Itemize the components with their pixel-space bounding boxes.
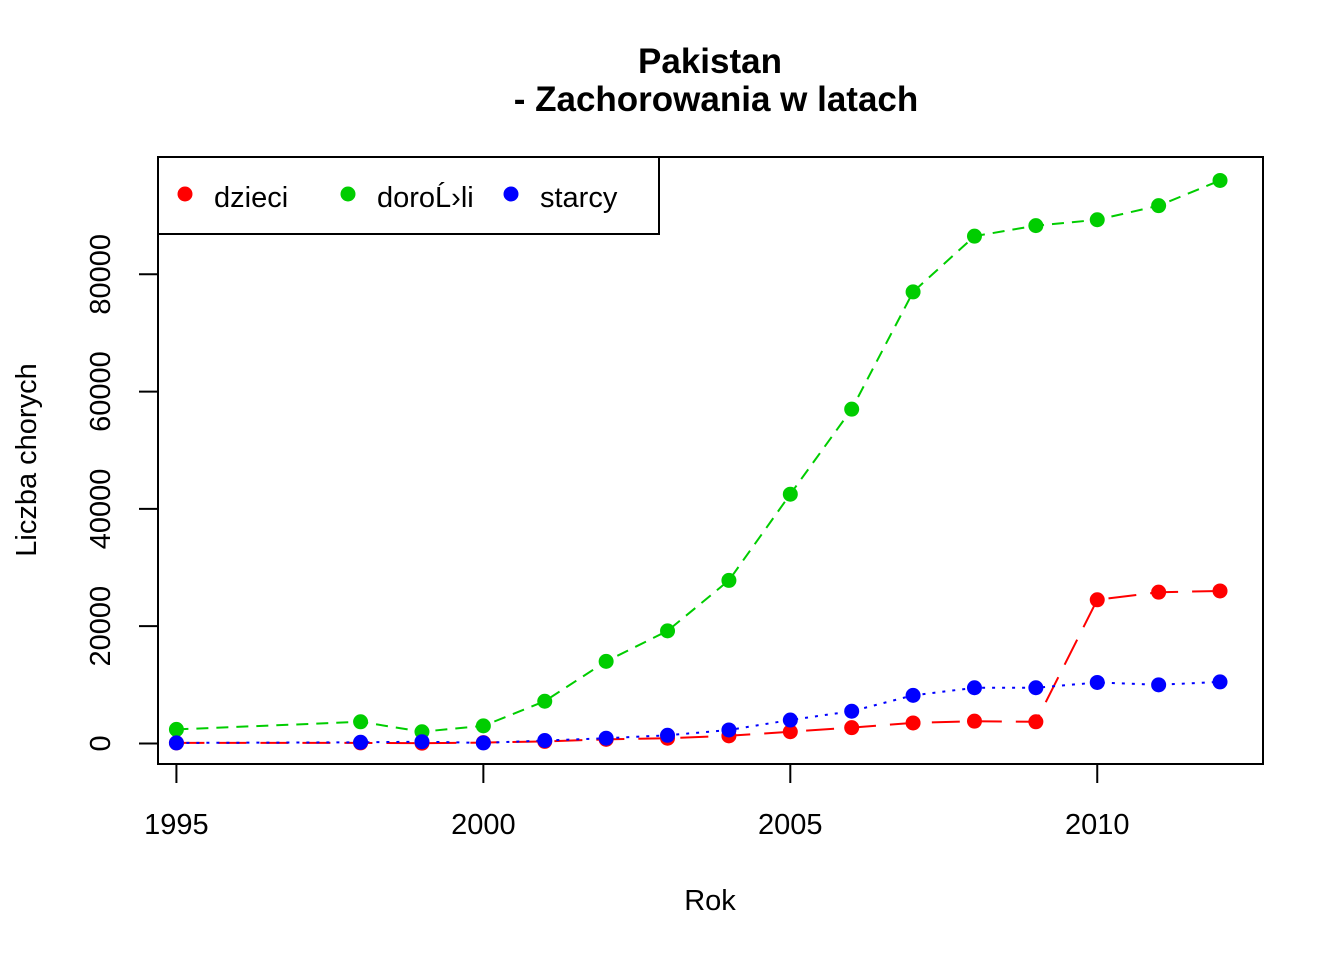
data-point-dorosli [353,714,369,730]
data-point-dzieci [966,713,982,729]
data-point-starcy [1089,674,1105,690]
data-point-starcy [598,730,614,746]
data-point-dzieci [1028,714,1044,730]
legend: dzieci doroĹ›li starcy [157,156,660,235]
series-line-dorosli [176,179,1221,733]
legend-marker [340,186,356,202]
data-point-dorosli [966,228,982,244]
x-axis: 1995 2000 2005 2010 [144,763,1130,841]
data-point-dorosli [844,401,860,417]
data-point-dorosli [537,693,553,709]
data-point-dzieci [1212,583,1228,599]
data-point-dorosli [721,572,737,588]
legend-marker [177,186,193,202]
data-point-starcy [1212,674,1228,690]
data-point-dzieci [1151,584,1167,600]
data-point-dzieci [1089,592,1105,608]
data-point-dorosli [1151,198,1167,214]
y-tick-label: 0 [85,735,117,751]
x-tick-label: 1995 [144,809,209,841]
series-points [168,172,1228,751]
x-tick-label: 2000 [451,809,516,841]
x-axis-title: Rok [684,885,736,917]
chart-title-line-1: Pakistan [638,42,782,81]
data-point-starcy [1151,677,1167,693]
data-point-dorosli [598,653,614,669]
data-point-starcy [966,680,982,696]
y-tick-label: 60000 [85,351,117,432]
data-point-dorosli [475,718,491,734]
data-point-starcy [660,727,676,743]
data-point-dorosli [168,721,184,737]
data-point-dorosli [782,486,798,502]
legend-label: doroĹ›li [377,181,474,214]
data-point-dorosli [1089,212,1105,228]
legend-box [157,156,660,235]
data-point-starcy [844,703,860,719]
x-tick-label: 2005 [758,809,823,841]
y-tick-label: 40000 [85,469,117,550]
data-point-starcy [475,735,491,751]
data-point-starcy [414,734,430,750]
data-point-starcy [782,712,798,728]
chart-title-line-2: - Zachorowania w latach [514,80,919,119]
data-point-starcy [537,733,553,749]
data-point-dzieci [905,715,921,731]
y-axis: 0 20000 40000 60000 80000 [85,234,159,752]
y-tick-label: 80000 [85,234,117,315]
legend-marker [503,186,519,202]
y-axis-title: Liczba chorych [11,363,43,556]
data-point-starcy [721,722,737,738]
series-line-dzieci [176,590,1221,745]
x-tick-label: 2010 [1065,809,1130,841]
data-point-dorosli [1028,218,1044,234]
legend-label: dzieci [214,182,288,214]
y-tick-label: 20000 [85,586,117,667]
data-point-starcy [353,734,369,750]
data-point-dorosli [905,284,921,300]
data-point-dorosli [1212,172,1228,188]
data-point-starcy [1028,680,1044,696]
series-lines [176,179,1221,745]
data-point-dzieci [844,720,860,736]
legend-label: starcy [540,182,618,214]
data-point-dzieci [782,724,798,740]
data-point-dorosli [660,623,676,639]
data-point-starcy [905,687,921,703]
data-point-starcy [168,735,184,751]
